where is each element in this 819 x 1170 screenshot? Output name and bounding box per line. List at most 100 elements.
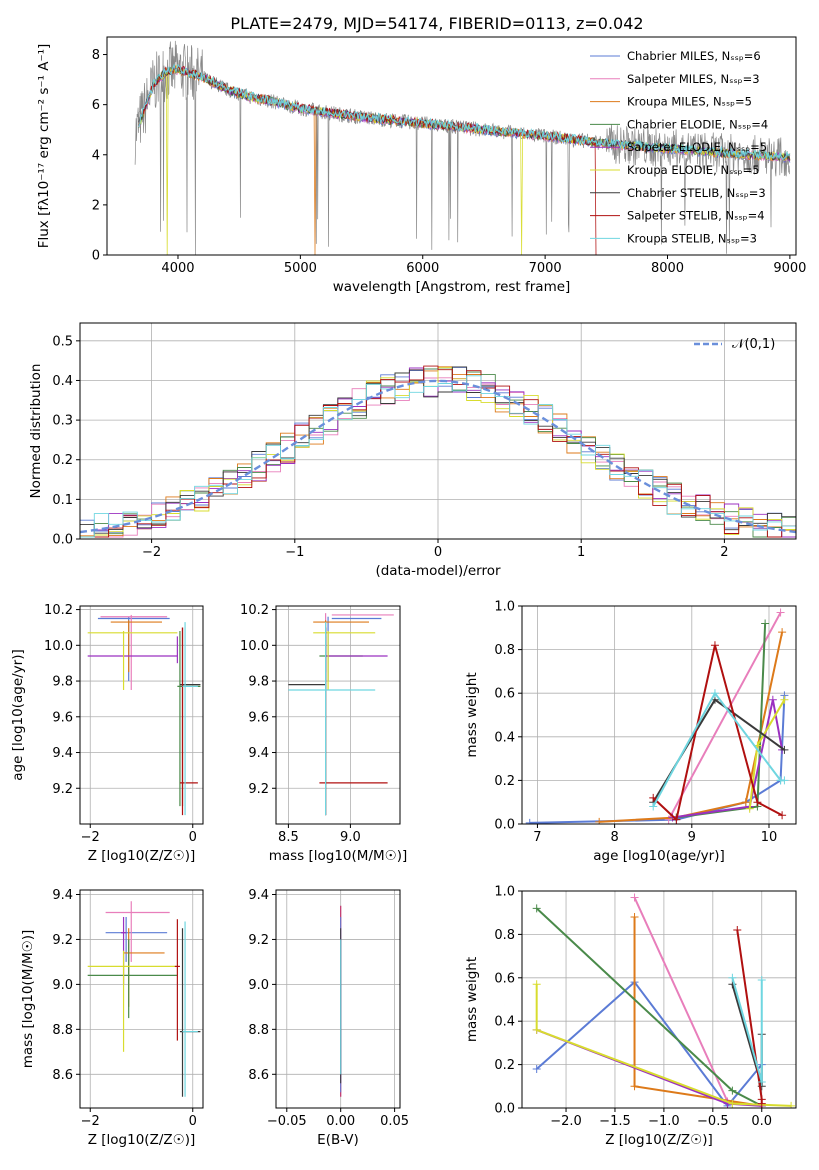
y-tick-label: 9.6	[248, 710, 269, 725]
plot-area	[288, 613, 394, 816]
x-axis-label: (data-model)/error	[375, 563, 501, 579]
y-tick-label: 9.4	[52, 746, 73, 761]
y-tick-label: 9.6	[52, 710, 73, 725]
mass-weight-marker	[780, 745, 789, 754]
model-spectrum-line	[138, 63, 597, 255]
axes-frame	[275, 605, 401, 825]
x-tick-label: −1.5	[599, 1114, 631, 1129]
age-vs-mass-panel: 8.5 9.0 9.2 9.4 9.6 9.8 10.0 10.2 mass [log10(M/…	[240, 603, 407, 864]
plot-area	[87, 901, 201, 1097]
y-tick-label: 9.2	[52, 782, 73, 797]
y-tick-label: 0.2	[494, 774, 515, 789]
y-tick-label: 10.2	[44, 603, 73, 618]
y-tick-label: 0.2	[494, 1058, 515, 1073]
mass-weight-marker	[741, 798, 750, 807]
y-tick-label: 2	[92, 198, 100, 213]
mass-weight-marker	[630, 893, 639, 902]
mass-weight-marker	[630, 913, 639, 922]
y-axis-label: age [log10(age/yr)]	[10, 649, 26, 781]
mass-weight-marker	[768, 695, 777, 704]
mass-weight-line	[536, 1028, 762, 1107]
axes-frame	[275, 889, 401, 1109]
histogram-step-line	[80, 365, 796, 539]
mass-weight-marker	[672, 815, 681, 824]
axes-frame	[521, 890, 797, 1109]
mass-weight-marker	[525, 818, 534, 824]
x-tick-label: 0.0	[751, 1114, 772, 1129]
mass-weight-marker	[649, 802, 658, 811]
y-tick-label: 0.1	[52, 493, 73, 508]
y-tick-label: 0	[92, 249, 100, 264]
y-tick-label: 0.0	[52, 533, 73, 548]
y-tick-label: 0.4	[494, 1015, 515, 1030]
x-tick-label: −2.0	[550, 1114, 582, 1129]
y-tick-label: 10.2	[240, 603, 269, 618]
mass-weight-marker	[757, 1077, 766, 1086]
y-tick-label: 0.5	[52, 334, 73, 349]
y-tick-label: 9.4	[52, 888, 73, 903]
y-tick-label: 9.0	[248, 978, 269, 993]
y-axis-label: mass [log10(M/M☉)]	[20, 930, 36, 1069]
mass-vs-metallicity-panel: −2 0 8.6 8.8 9.0 9.2 9.4 Z [log10(Z/Z☉)] mass [l…	[20, 888, 204, 1148]
mass-weight-marker	[532, 904, 541, 913]
y-tick-label: 8.8	[248, 1023, 269, 1038]
mass-weight-line	[667, 612, 782, 821]
plot-area	[532, 893, 796, 1108]
y-tick-label: 1.0	[494, 600, 515, 615]
mass-weight-marker	[757, 975, 766, 984]
x-tick-label: 1	[577, 545, 585, 560]
y-tick-label: 0.6	[494, 971, 515, 986]
y-tick-label: 10.0	[240, 639, 269, 654]
x-tick-label: 8	[610, 830, 618, 845]
x-tick-label: 5000	[284, 261, 317, 276]
mass-weight-vs-age-panel: 7 8 9 10 0.0 0.2 0.4 0.6 0.8 1.0 age [log10(age/yr…	[464, 600, 797, 864]
x-tick-label: 0	[189, 830, 197, 845]
y-tick-label: 1.0	[494, 885, 515, 900]
legend-label: Kroupa STELIB, Nₛₛₚ=3	[627, 231, 757, 245]
axes-frame	[79, 605, 204, 825]
axes-frame	[106, 36, 797, 256]
figure-title: PLATE=2479, MJD=54174, FIBERID=0113, z=0…	[230, 14, 643, 33]
y-tick-label: 9.2	[52, 933, 73, 948]
mass-weight-marker	[728, 1086, 737, 1095]
axes-frame	[79, 889, 204, 1109]
x-axis-label: age [log10(age/yr)]	[593, 848, 725, 864]
y-tick-label: 9.8	[248, 675, 269, 690]
x-tick-label: 7000	[529, 261, 562, 276]
legend-label: Salpeter MILES, Nₛₛₚ=3	[627, 72, 760, 86]
y-tick-label: 0.4	[52, 374, 73, 389]
mass-weight-marker	[728, 973, 737, 982]
x-tick-label: 0.00	[326, 1114, 355, 1129]
y-tick-label: 6	[92, 98, 100, 113]
y-tick-label: 8	[92, 48, 100, 63]
y-tick-label: 0.0	[494, 818, 515, 833]
y-axis-label: Flux [fλ10⁻¹⁷ erg cm⁻² s⁻¹ A⁻¹]	[36, 44, 52, 249]
mass-vs-extinction-panel: −0.05 0.00 0.05 8.6 8.8 9.0 9.2 9.4 E(B-V)	[248, 888, 409, 1148]
mass-weight-marker	[595, 817, 604, 824]
spectrum-panel: 4000 5000 6000 7000 8000 9000 0 2 4 6 8 wavelength …	[36, 36, 806, 295]
y-tick-label: 8.6	[52, 1068, 73, 1083]
mass-weight-marker	[630, 1082, 639, 1091]
mass-weight-marker	[778, 628, 787, 637]
plot-area	[525, 608, 789, 824]
mass-weight-marker	[757, 1099, 766, 1108]
model-spectrum-line	[138, 63, 791, 161]
x-tick-label: −1.0	[648, 1114, 680, 1129]
mass-weight-marker	[532, 1025, 541, 1034]
axes-frame	[521, 605, 797, 825]
y-tick-label: 0.3	[52, 414, 73, 429]
x-tick-label: 8.5	[278, 830, 299, 845]
x-tick-label: 10	[761, 830, 778, 845]
x-axis-label: Z [log10(Z/Z☉)]	[88, 848, 196, 864]
legend-label: Salpeter STELIB, Nₛₛₚ=4	[627, 209, 765, 223]
x-tick-label: 2	[720, 545, 728, 560]
histogram-step-line	[80, 375, 796, 539]
y-tick-label: 0.8	[494, 928, 515, 943]
y-tick-label: 0.4	[494, 730, 515, 745]
y-tick-label: 9.4	[248, 746, 269, 761]
plot-area	[87, 614, 201, 816]
y-axis-label: mass weight	[464, 672, 480, 757]
x-tick-label: −0.05	[267, 1114, 307, 1129]
y-tick-label: 0.6	[494, 687, 515, 702]
y-tick-label: 0.8	[494, 643, 515, 658]
